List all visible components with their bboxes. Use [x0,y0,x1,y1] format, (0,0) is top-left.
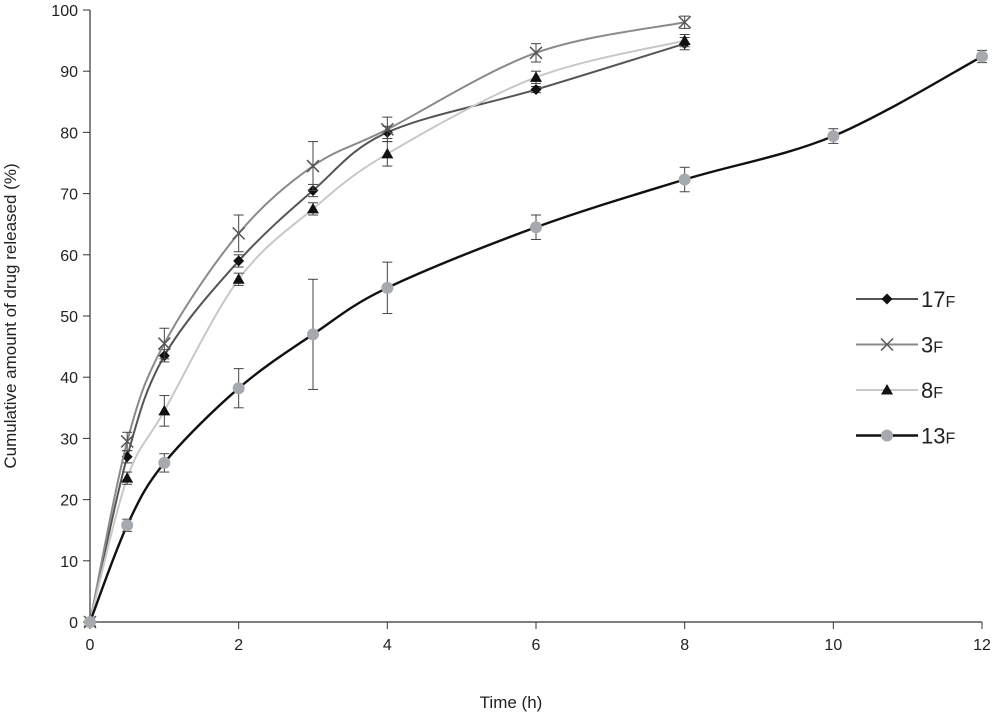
series-8F [84,33,691,627]
data-point [232,273,245,284]
series-line [88,55,983,623]
y-tick-label: 70 [60,187,78,204]
data-point [678,173,691,186]
x-marker-stroke [232,226,246,240]
legend-label: 3F [921,333,943,358]
x-tick-label: 10 [824,637,842,654]
x-marker-stroke [529,46,543,60]
data-point [976,50,988,63]
legend-label: 17F [921,287,955,312]
series-3F [83,15,692,629]
x-tick-label: 6 [532,637,541,654]
x-tick-label: 0 [86,637,95,654]
data-point [530,84,542,96]
data-point [381,147,394,159]
y-tick-label: 60 [60,248,78,265]
x-axis-title: Time (h) [480,693,543,712]
x-marker-stroke [880,337,894,352]
y-axis-title: Cumulative amount of drug released (%) [1,163,20,468]
y-tick-label: 40 [60,370,78,387]
x-tick-label: 2 [234,637,243,654]
data-point [381,281,394,294]
data-point [232,382,245,395]
data-point [678,34,691,46]
data-point [827,130,840,143]
y-tick-label: 0 [69,615,78,632]
y-tick-label: 80 [60,125,78,142]
series-13F [84,49,988,628]
y-tick-label: 90 [60,64,78,81]
legend-marker [880,337,894,352]
data-point [307,202,319,214]
y-tick-label: 100 [51,3,78,20]
data-point [306,159,320,173]
legend-item-8F: 8F [856,378,943,403]
x-marker-stroke [380,122,394,136]
legend-label: 13F [921,424,955,449]
series-layer [83,15,988,629]
legend-item-13F: 13F [856,424,955,449]
data-point [158,404,171,416]
legend-label: 8F [921,378,943,403]
data-point [529,46,543,60]
data-point [120,434,134,448]
data-point [233,255,245,267]
x-marker-stroke [120,434,134,448]
data-point [158,456,171,469]
legend-marker [881,384,893,395]
series-line [89,21,685,623]
y-tick-label: 50 [60,309,78,326]
x-marker-stroke [306,159,320,173]
legend-item-17F: 17F [856,287,955,312]
data-point [307,328,319,341]
axes-layer: 0 10 20 30 40 50 60 70 80 90 100 0 2 4 6 8 10 12 [51,3,991,654]
data-point [380,122,394,136]
data-point [530,221,542,234]
data-point [530,71,542,82]
data-point [121,519,134,532]
data-point [84,616,96,628]
data-point [678,15,692,29]
data-point [157,337,171,351]
legend-marker [881,429,893,442]
data-point [121,472,134,483]
x-marker-stroke [157,337,171,351]
x-tick-label: 8 [680,637,689,654]
legend-item-3F: 3F [856,333,943,358]
x-marker-stroke [678,15,692,29]
y-tick-label: 20 [60,493,78,510]
y-tick-label: 10 [60,554,78,571]
y-tick-label: 30 [60,431,78,448]
x-tick-label: 12 [973,637,991,654]
x-tick-label: 4 [383,637,392,654]
legend: 17F 3F 8F 13F [856,287,955,449]
legend-marker [881,293,893,305]
data-point [232,226,246,240]
